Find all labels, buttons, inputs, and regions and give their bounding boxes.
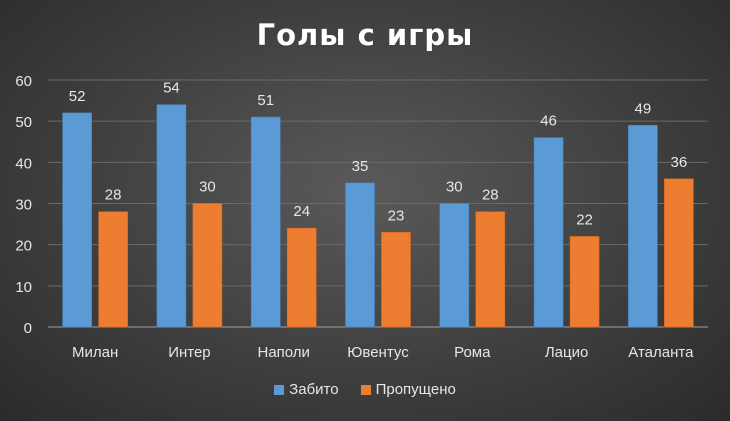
bar-conceded <box>98 211 128 328</box>
bar-scored <box>628 124 658 328</box>
bar-scored <box>345 182 375 328</box>
x-tick-label: Интер <box>168 344 210 361</box>
y-tick-label: 0 <box>24 320 32 337</box>
y-tick-label: 30 <box>15 197 32 214</box>
x-tick-label: Ювентус <box>347 344 409 361</box>
bar-conceded <box>286 227 317 328</box>
data-label-scored: 51 <box>257 92 274 109</box>
y-tick-label: 60 <box>15 73 32 90</box>
legend-item-conceded: Пропущено <box>360 381 456 398</box>
chart-title: Голы с игры <box>256 18 474 52</box>
bar-conceded <box>192 203 223 328</box>
data-label-conceded: 24 <box>293 203 310 220</box>
x-tick-label: Рома <box>454 344 491 361</box>
data-label-conceded: 22 <box>576 211 593 228</box>
bar-conceded <box>569 236 600 328</box>
y-tick-label: 20 <box>15 238 32 255</box>
bar-scored <box>439 203 470 328</box>
legend-swatch-scored <box>274 384 285 395</box>
data-label-conceded: 28 <box>105 187 122 204</box>
x-tick-label: Наполи <box>257 344 309 361</box>
data-label-scored: 49 <box>635 100 652 117</box>
legend-swatch-conceded <box>360 384 371 395</box>
bar-scored <box>156 104 187 328</box>
data-label-conceded: 23 <box>388 207 405 224</box>
legend: Забито Пропущено <box>0 381 730 398</box>
data-label-scored: 35 <box>352 158 369 175</box>
bar-conceded <box>381 232 411 328</box>
data-label-conceded: 36 <box>671 154 688 171</box>
x-tick-label: Лацио <box>545 344 589 361</box>
y-tick-label: 50 <box>15 114 32 131</box>
legend-label-scored: Забито <box>289 381 339 398</box>
legend-label-conceded: Пропущено <box>375 381 456 398</box>
y-tick-label: 40 <box>15 155 32 172</box>
x-tick-label: Милан <box>72 344 118 361</box>
bar-scored <box>250 116 281 328</box>
data-label-scored: 30 <box>446 179 463 196</box>
x-tick-label: Аталанта <box>628 344 694 361</box>
legend-item-scored: Забито <box>274 381 339 398</box>
y-tick-label: 10 <box>15 279 32 296</box>
bar-conceded <box>664 178 694 328</box>
bar-scored <box>62 112 92 328</box>
data-label-conceded: 30 <box>199 179 216 196</box>
bar-scored <box>533 137 564 328</box>
data-label-scored: 52 <box>69 88 86 105</box>
data-label-scored: 46 <box>540 113 557 130</box>
bar-conceded <box>475 211 506 328</box>
data-label-conceded: 28 <box>482 187 499 204</box>
data-label-scored: 54 <box>163 80 180 97</box>
